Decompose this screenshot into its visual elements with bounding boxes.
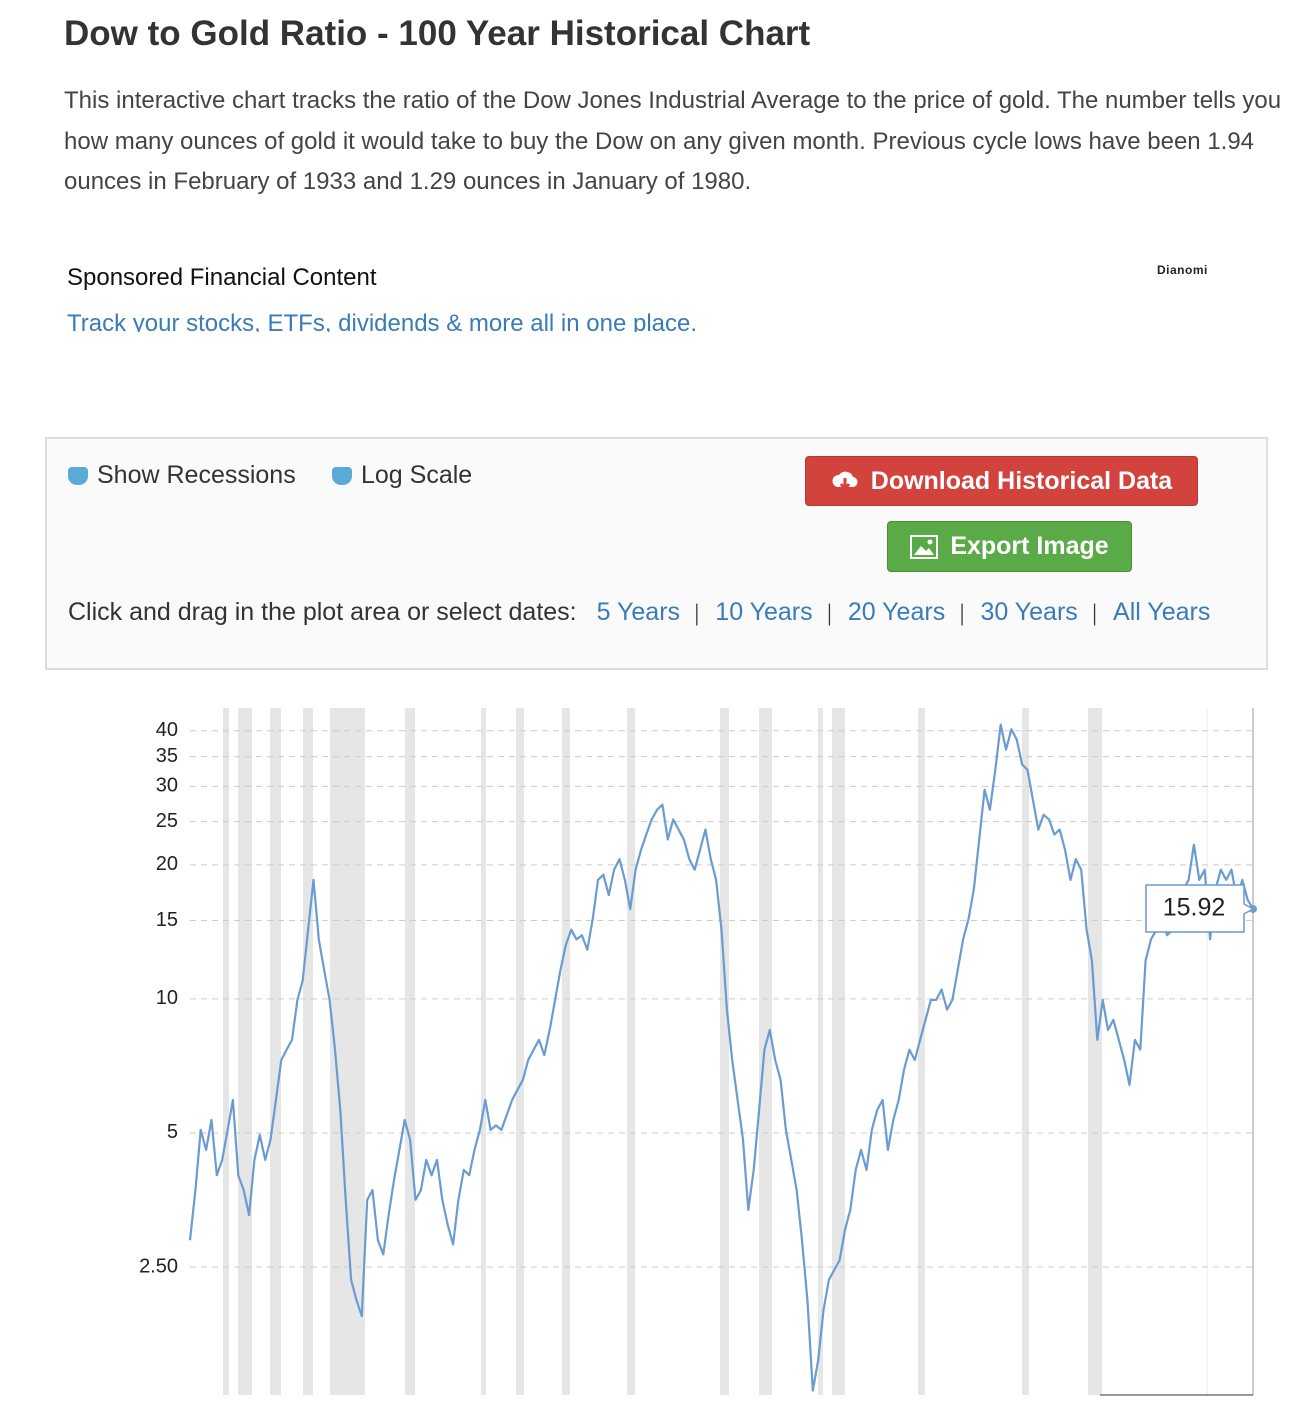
tooltip-label: 15.92 <box>1163 894 1226 922</box>
sponsored-link[interactable]: Track your stocks, ETFs, dividends & mor… <box>67 310 698 332</box>
data-line <box>188 723 1254 1392</box>
y-tick-label: 5 <box>167 1121 178 1143</box>
checkbox-icon <box>68 466 88 485</box>
recession-band <box>1022 708 1029 1395</box>
checkbox[interactable]: Show Recessions <box>68 461 296 490</box>
recession-band <box>405 708 415 1395</box>
checkbox-icon <box>332 466 352 485</box>
range-selector: Click and drag in the plot area or selec… <box>68 595 1238 632</box>
recession-band <box>759 708 772 1395</box>
range-link[interactable]: 5 Years <box>596 598 681 626</box>
recession-band <box>720 708 729 1395</box>
recession-band <box>918 708 925 1395</box>
hover-point <box>1249 904 1257 913</box>
separator: │ <box>957 604 969 624</box>
range-link[interactable]: All Years <box>1113 598 1211 626</box>
y-tick-label: 25 <box>156 810 178 832</box>
button-label: Download Historical Data <box>870 466 1173 495</box>
y-tick-label: 10 <box>156 987 178 1009</box>
recession-band <box>832 708 845 1395</box>
y-tick-label: 35 <box>156 745 178 767</box>
checkbox-label: Log Scale <box>361 461 473 489</box>
recession-band <box>303 708 313 1395</box>
range-link[interactable]: 10 Years <box>715 598 813 626</box>
brand-logo: Dianomi <box>1157 263 1208 277</box>
recession-band <box>1088 708 1102 1395</box>
y-tick-label: 40 <box>156 719 178 741</box>
export-button[interactable]: Export Image <box>887 521 1132 572</box>
image-icon <box>910 534 939 559</box>
recession-band <box>516 708 524 1395</box>
y-tick-label: 15 <box>156 909 178 931</box>
recession-band <box>330 708 365 1395</box>
y-tick-label: 20 <box>156 853 178 875</box>
separator: │ <box>1089 604 1102 624</box>
recession-band <box>270 708 281 1395</box>
recession-band <box>223 708 229 1395</box>
download-button[interactable]: Download Historical Data <box>805 456 1198 506</box>
y-tick-label: 2.50 <box>139 1255 178 1277</box>
tooltip-box <box>1145 884 1255 933</box>
recession-band <box>627 708 635 1395</box>
range-prompt: Click and drag in the plot area or selec… <box>68 598 577 626</box>
recession-band <box>562 708 570 1395</box>
separator: │ <box>692 604 704 624</box>
checkbox[interactable]: Log Scale <box>332 461 472 490</box>
range-link[interactable]: 20 Years <box>847 598 946 626</box>
range-link[interactable]: 30 Years <box>980 598 1078 626</box>
y-tick-label: 30 <box>156 775 178 797</box>
separator: │ <box>824 604 836 624</box>
sponsored-heading: Sponsored Financial Content <box>67 264 377 291</box>
recession-band <box>818 708 823 1395</box>
description: This interactive chart tracks the ratio … <box>64 87 1282 195</box>
button-label: Export Image <box>950 532 1109 560</box>
checkbox-label: Show Recessions <box>97 461 296 489</box>
recession-band <box>238 708 252 1395</box>
cloud-icon <box>832 471 858 492</box>
page-title: Dow to Gold Ratio - 100 Year Historical … <box>64 14 811 53</box>
recession-band <box>481 708 486 1395</box>
